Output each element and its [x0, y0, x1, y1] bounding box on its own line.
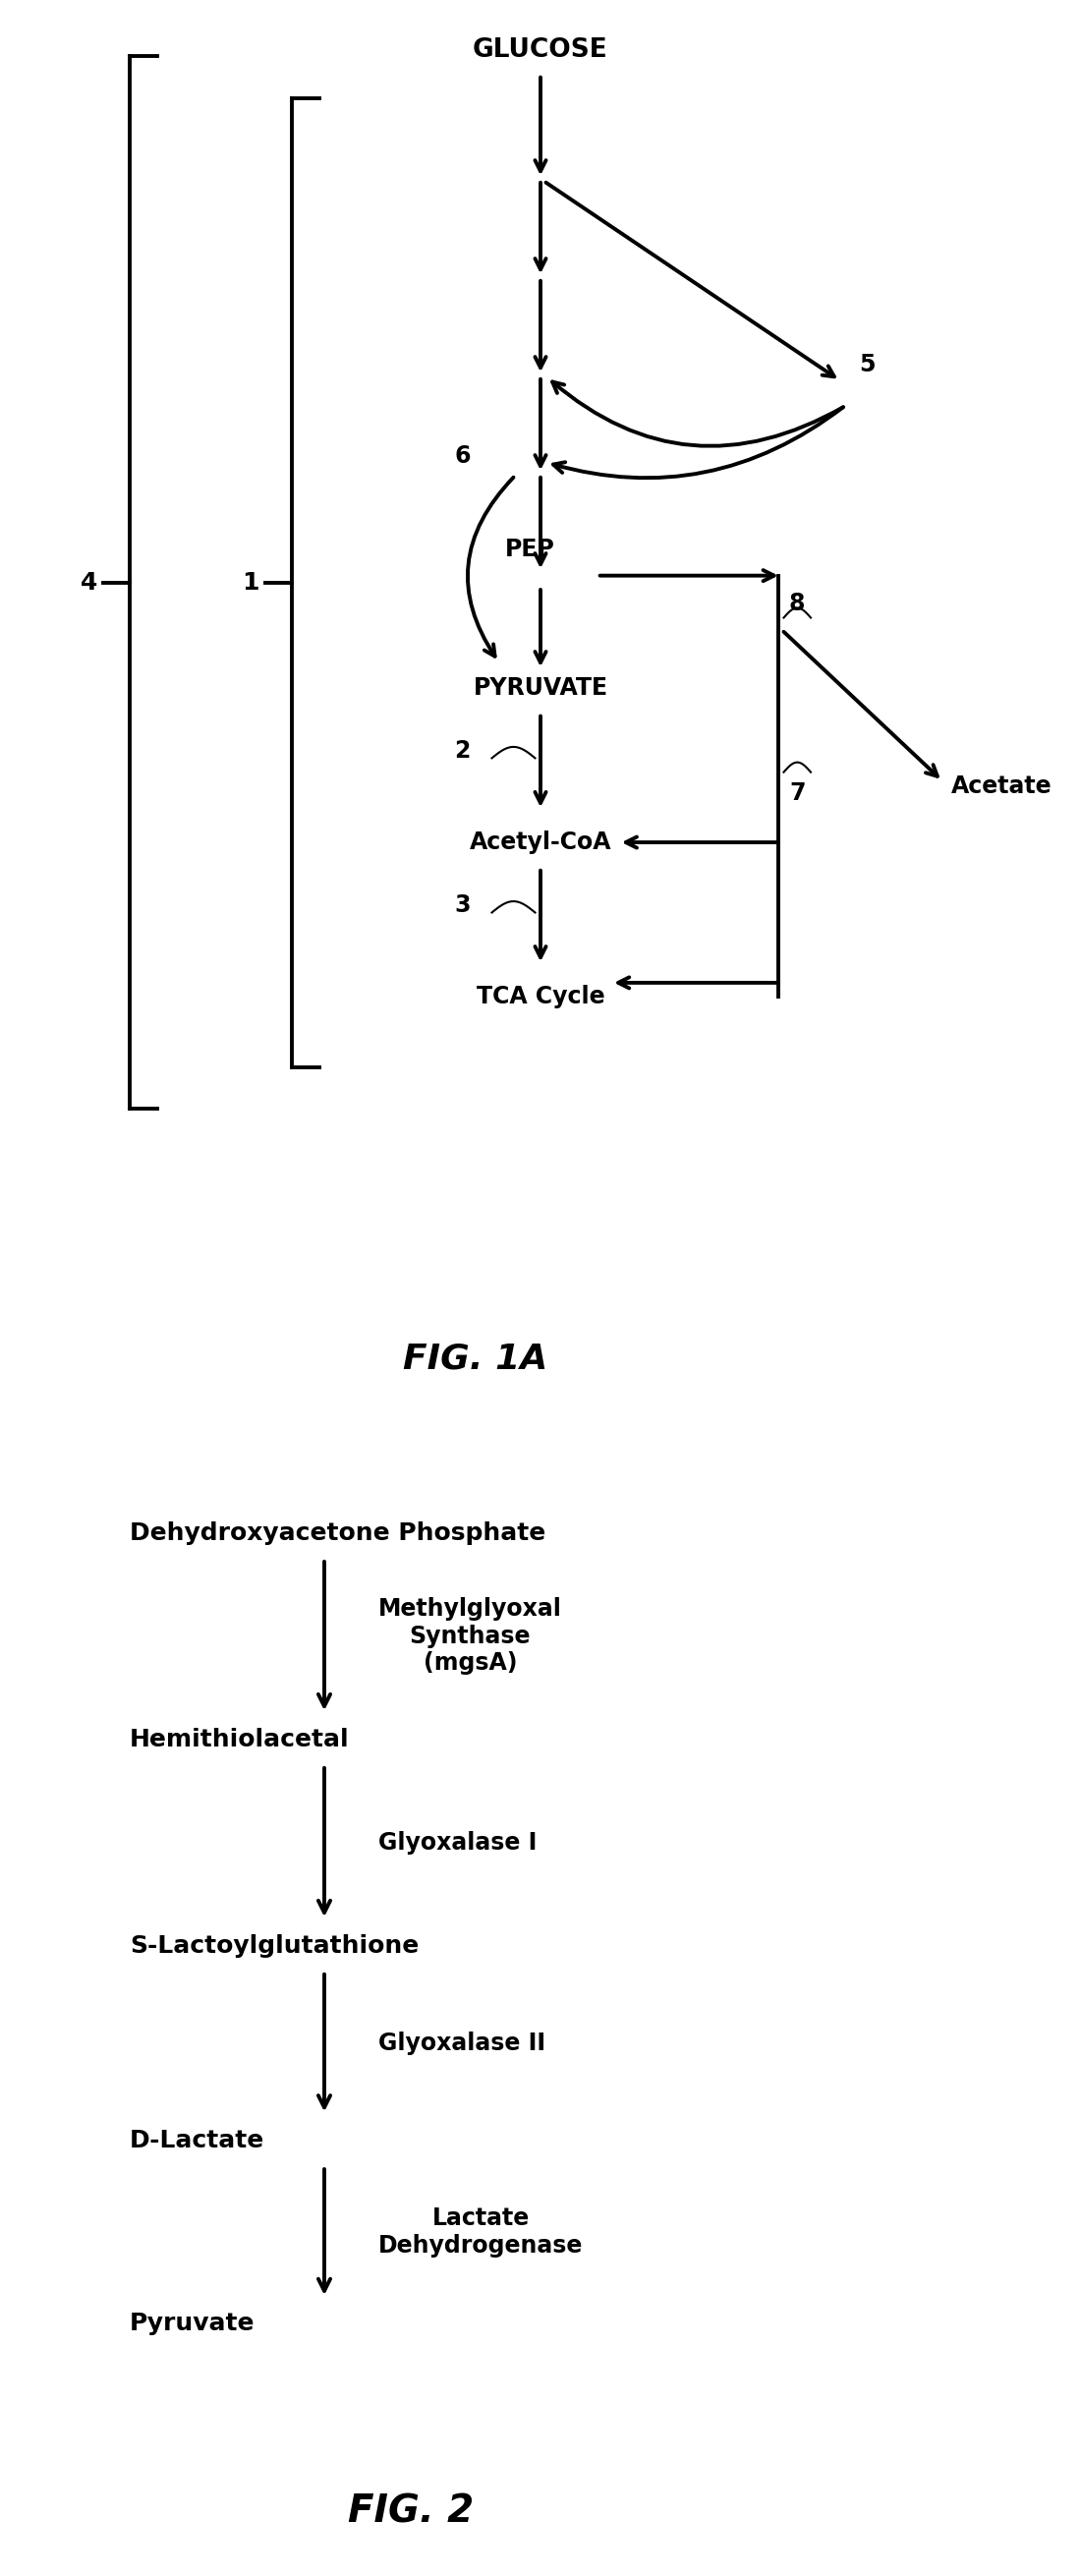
Text: 1: 1	[242, 572, 259, 595]
Text: PEP: PEP	[505, 538, 555, 562]
Text: PYRUVATE: PYRUVATE	[473, 675, 608, 701]
Text: FIG. 1A: FIG. 1A	[403, 1342, 548, 1376]
Text: Acetyl-CoA: Acetyl-CoA	[469, 829, 612, 855]
Text: Lactate
Dehydrogenase: Lactate Dehydrogenase	[378, 2208, 583, 2257]
Text: 2: 2	[454, 739, 470, 762]
Text: GLUCOSE: GLUCOSE	[472, 39, 609, 64]
Text: FIG. 2: FIG. 2	[348, 2494, 473, 2530]
Text: 6: 6	[454, 446, 470, 469]
Text: Dehydroxyacetone Phosphate: Dehydroxyacetone Phosphate	[130, 1520, 546, 1546]
Text: Pyruvate: Pyruvate	[130, 2313, 255, 2336]
Text: TCA Cycle: TCA Cycle	[477, 984, 604, 1010]
Text: 8: 8	[789, 592, 805, 616]
Text: Methylglyoxal
Synthase
(mgsA): Methylglyoxal Synthase (mgsA)	[378, 1597, 562, 1674]
Text: 3: 3	[454, 894, 470, 917]
Text: D-Lactate: D-Lactate	[130, 2128, 265, 2151]
Text: Acetate: Acetate	[951, 775, 1052, 799]
Text: 7: 7	[789, 781, 805, 806]
Text: 5: 5	[859, 353, 876, 376]
Text: Glyoxalase II: Glyoxalase II	[378, 2030, 546, 2056]
Text: Glyoxalase I: Glyoxalase I	[378, 1832, 537, 1855]
Text: 4: 4	[80, 572, 97, 595]
Text: S-Lactoylglutathione: S-Lactoylglutathione	[130, 1935, 419, 1958]
Text: Hemithiolacetal: Hemithiolacetal	[130, 1728, 349, 1752]
